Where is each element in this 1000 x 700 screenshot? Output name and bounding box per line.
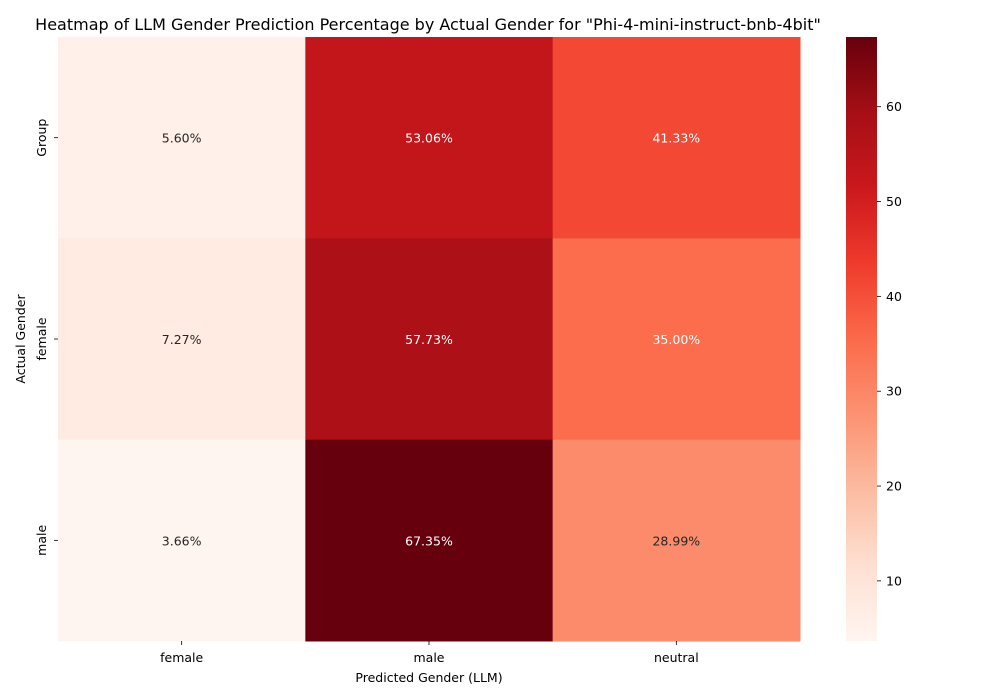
colorbar-tick-label: 20 bbox=[886, 479, 902, 494]
cell-value-label: 41.33% bbox=[652, 131, 700, 146]
x-axis-ticks: female male neutral bbox=[160, 640, 699, 665]
cell-value-label: 53.06% bbox=[405, 131, 453, 146]
cell-value-label: 3.66% bbox=[162, 533, 202, 548]
heatmap-cell bbox=[305, 238, 554, 441]
heatmap-cell bbox=[552, 37, 801, 239]
cell-value-label: 5.60% bbox=[162, 131, 202, 146]
x-axis-label: Predicted Gender (LLM) bbox=[355, 670, 502, 685]
x-tick-label: male bbox=[413, 650, 444, 665]
heatmap-cell bbox=[552, 238, 801, 441]
y-tick-label: male bbox=[34, 525, 49, 556]
colorbar bbox=[846, 37, 877, 641]
cell-value-label: 28.99% bbox=[652, 533, 700, 548]
heatmap-cell bbox=[58, 37, 306, 239]
y-tick-label: female bbox=[34, 317, 49, 360]
y-axis-ticks: Group female male bbox=[34, 119, 58, 556]
cell-value-label: 35.00% bbox=[652, 332, 700, 347]
y-axis-label: Actual Gender bbox=[13, 294, 28, 384]
cell-value-label: 67.35% bbox=[405, 533, 453, 548]
cell-value-label: 57.73% bbox=[405, 332, 453, 347]
colorbar-tick-label: 10 bbox=[886, 573, 902, 588]
x-tick-label: neutral bbox=[654, 650, 699, 665]
heatmap-cell bbox=[58, 439, 306, 642]
cell-value-label: 7.27% bbox=[162, 332, 202, 347]
heatmap-cell bbox=[58, 238, 306, 441]
heatmap-cells: 5.60% 53.06% 41.33% 7.27% 57.73% 35.00% 3.66% 6… bbox=[58, 37, 801, 642]
chart-title: Heatmap of LLM Gender Prediction Percent… bbox=[35, 15, 821, 34]
colorbar-tick-label: 50 bbox=[886, 194, 902, 209]
colorbar-ticks: 10 20 30 40 50 60 bbox=[877, 99, 902, 588]
colorbar-tick-label: 40 bbox=[886, 289, 902, 304]
heatmap-cell bbox=[305, 37, 554, 239]
heatmap-cell bbox=[552, 439, 801, 642]
x-tick-label: female bbox=[160, 650, 203, 665]
colorbar-tick-label: 30 bbox=[886, 384, 902, 399]
y-tick-label: Group bbox=[34, 119, 49, 157]
heatmap-cell bbox=[305, 439, 554, 642]
colorbar-tick-label: 60 bbox=[886, 99, 902, 114]
